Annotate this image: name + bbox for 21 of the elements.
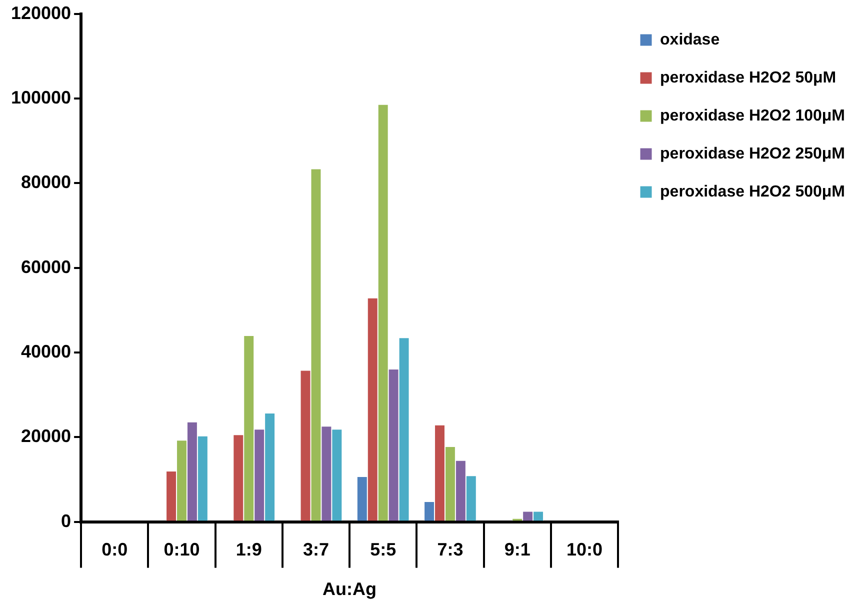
y-tick-label: 60000	[21, 256, 72, 277]
legend-label: peroxidase H2O2 100μM	[660, 107, 845, 124]
x-tick-label: 9:1	[504, 540, 530, 560]
y-tick-label: 80000	[21, 172, 72, 192]
y-tick-label: 100000	[10, 87, 72, 108]
x-tick-label: 0:0	[102, 540, 128, 560]
x-tick-label: 10:0	[566, 540, 602, 560]
y-tick-label: 20000	[21, 426, 72, 446]
y-tick-label: 0	[61, 510, 72, 531]
legend-label: oxidase	[660, 31, 720, 48]
x-tick-label: 1:9	[236, 540, 262, 560]
x-tick-label: 3:7	[302, 540, 329, 560]
legend-label: peroxidase H2O2 50μM	[660, 69, 836, 86]
y-tick-label: 40000	[21, 341, 72, 362]
x-tick-label: 0:10	[164, 540, 200, 560]
x-tick-label: 5:5	[370, 540, 396, 560]
legend-label: peroxidase H2O2 500μM	[660, 183, 845, 200]
y-tick-label: 120000	[10, 2, 72, 23]
legend-label: peroxidase H2O2 250μM	[660, 145, 845, 162]
x-axis-title: Au:Ag	[322, 579, 377, 600]
x-tick-label: 7:3	[437, 540, 464, 560]
